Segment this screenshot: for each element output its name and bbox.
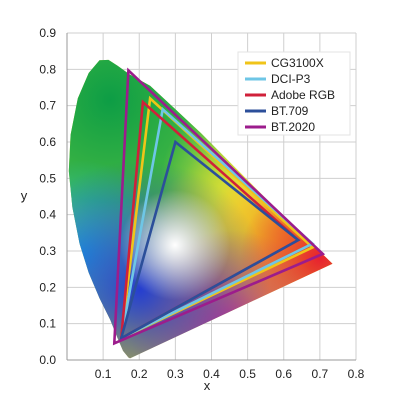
x-axis-label: x — [204, 378, 211, 393]
y-tick-label: 0.7 — [39, 99, 56, 113]
legend-label-cg3100x: CG3100X — [271, 56, 324, 70]
y-tick-label: 0.2 — [39, 280, 56, 294]
x-tick-label: 0.5 — [239, 367, 256, 381]
y-tick-label: 0.0 — [39, 353, 56, 367]
y-tick-label: 0.6 — [39, 135, 56, 149]
legend-label-bt-709: BT.709 — [271, 104, 309, 118]
axes: 0.1 0.2 0.3 0.4 0.5 0.6 0.7 0.8 0.0 0.1 0.2 0.3 0.4 0… — [39, 26, 364, 381]
y-axis-label: y — [21, 188, 28, 203]
x-tick-label: 0.1 — [95, 367, 112, 381]
gamut-triangles — [112, 67, 326, 346]
x-tick-label: 0.3 — [167, 367, 184, 381]
gamut-bt-2020 — [112, 67, 326, 346]
y-tick-label: 0.1 — [39, 317, 56, 331]
x-tick-label: 0.6 — [275, 367, 292, 381]
legend-label-bt-2020: BT.2020 — [271, 120, 315, 134]
x-tick-label: 0.4 — [203, 367, 220, 381]
x-tick-label: 0.8 — [348, 367, 365, 381]
gamut-dci-p3 — [119, 106, 315, 341]
y-tick-label: 0.5 — [39, 171, 56, 185]
y-tick-label: 0.9 — [39, 26, 56, 40]
gamut-cg3100x — [119, 95, 315, 341]
legend-label-dci-p3: DCI-P3 — [271, 72, 311, 86]
x-tick-label: 0.2 — [131, 367, 148, 381]
x-tick-label: 0.7 — [312, 367, 329, 381]
y-tick-label: 0.4 — [39, 208, 56, 222]
y-tick-label: 0.8 — [39, 62, 56, 76]
legend-label-adobe-rgb: Adobe RGB — [271, 88, 335, 102]
legend: CG3100X DCI-P3 Adobe RGB BT.709 BT.2020 — [237, 51, 351, 136]
y-tick-label: 0.3 — [39, 244, 56, 258]
gamut-bt-709 — [119, 139, 301, 341]
